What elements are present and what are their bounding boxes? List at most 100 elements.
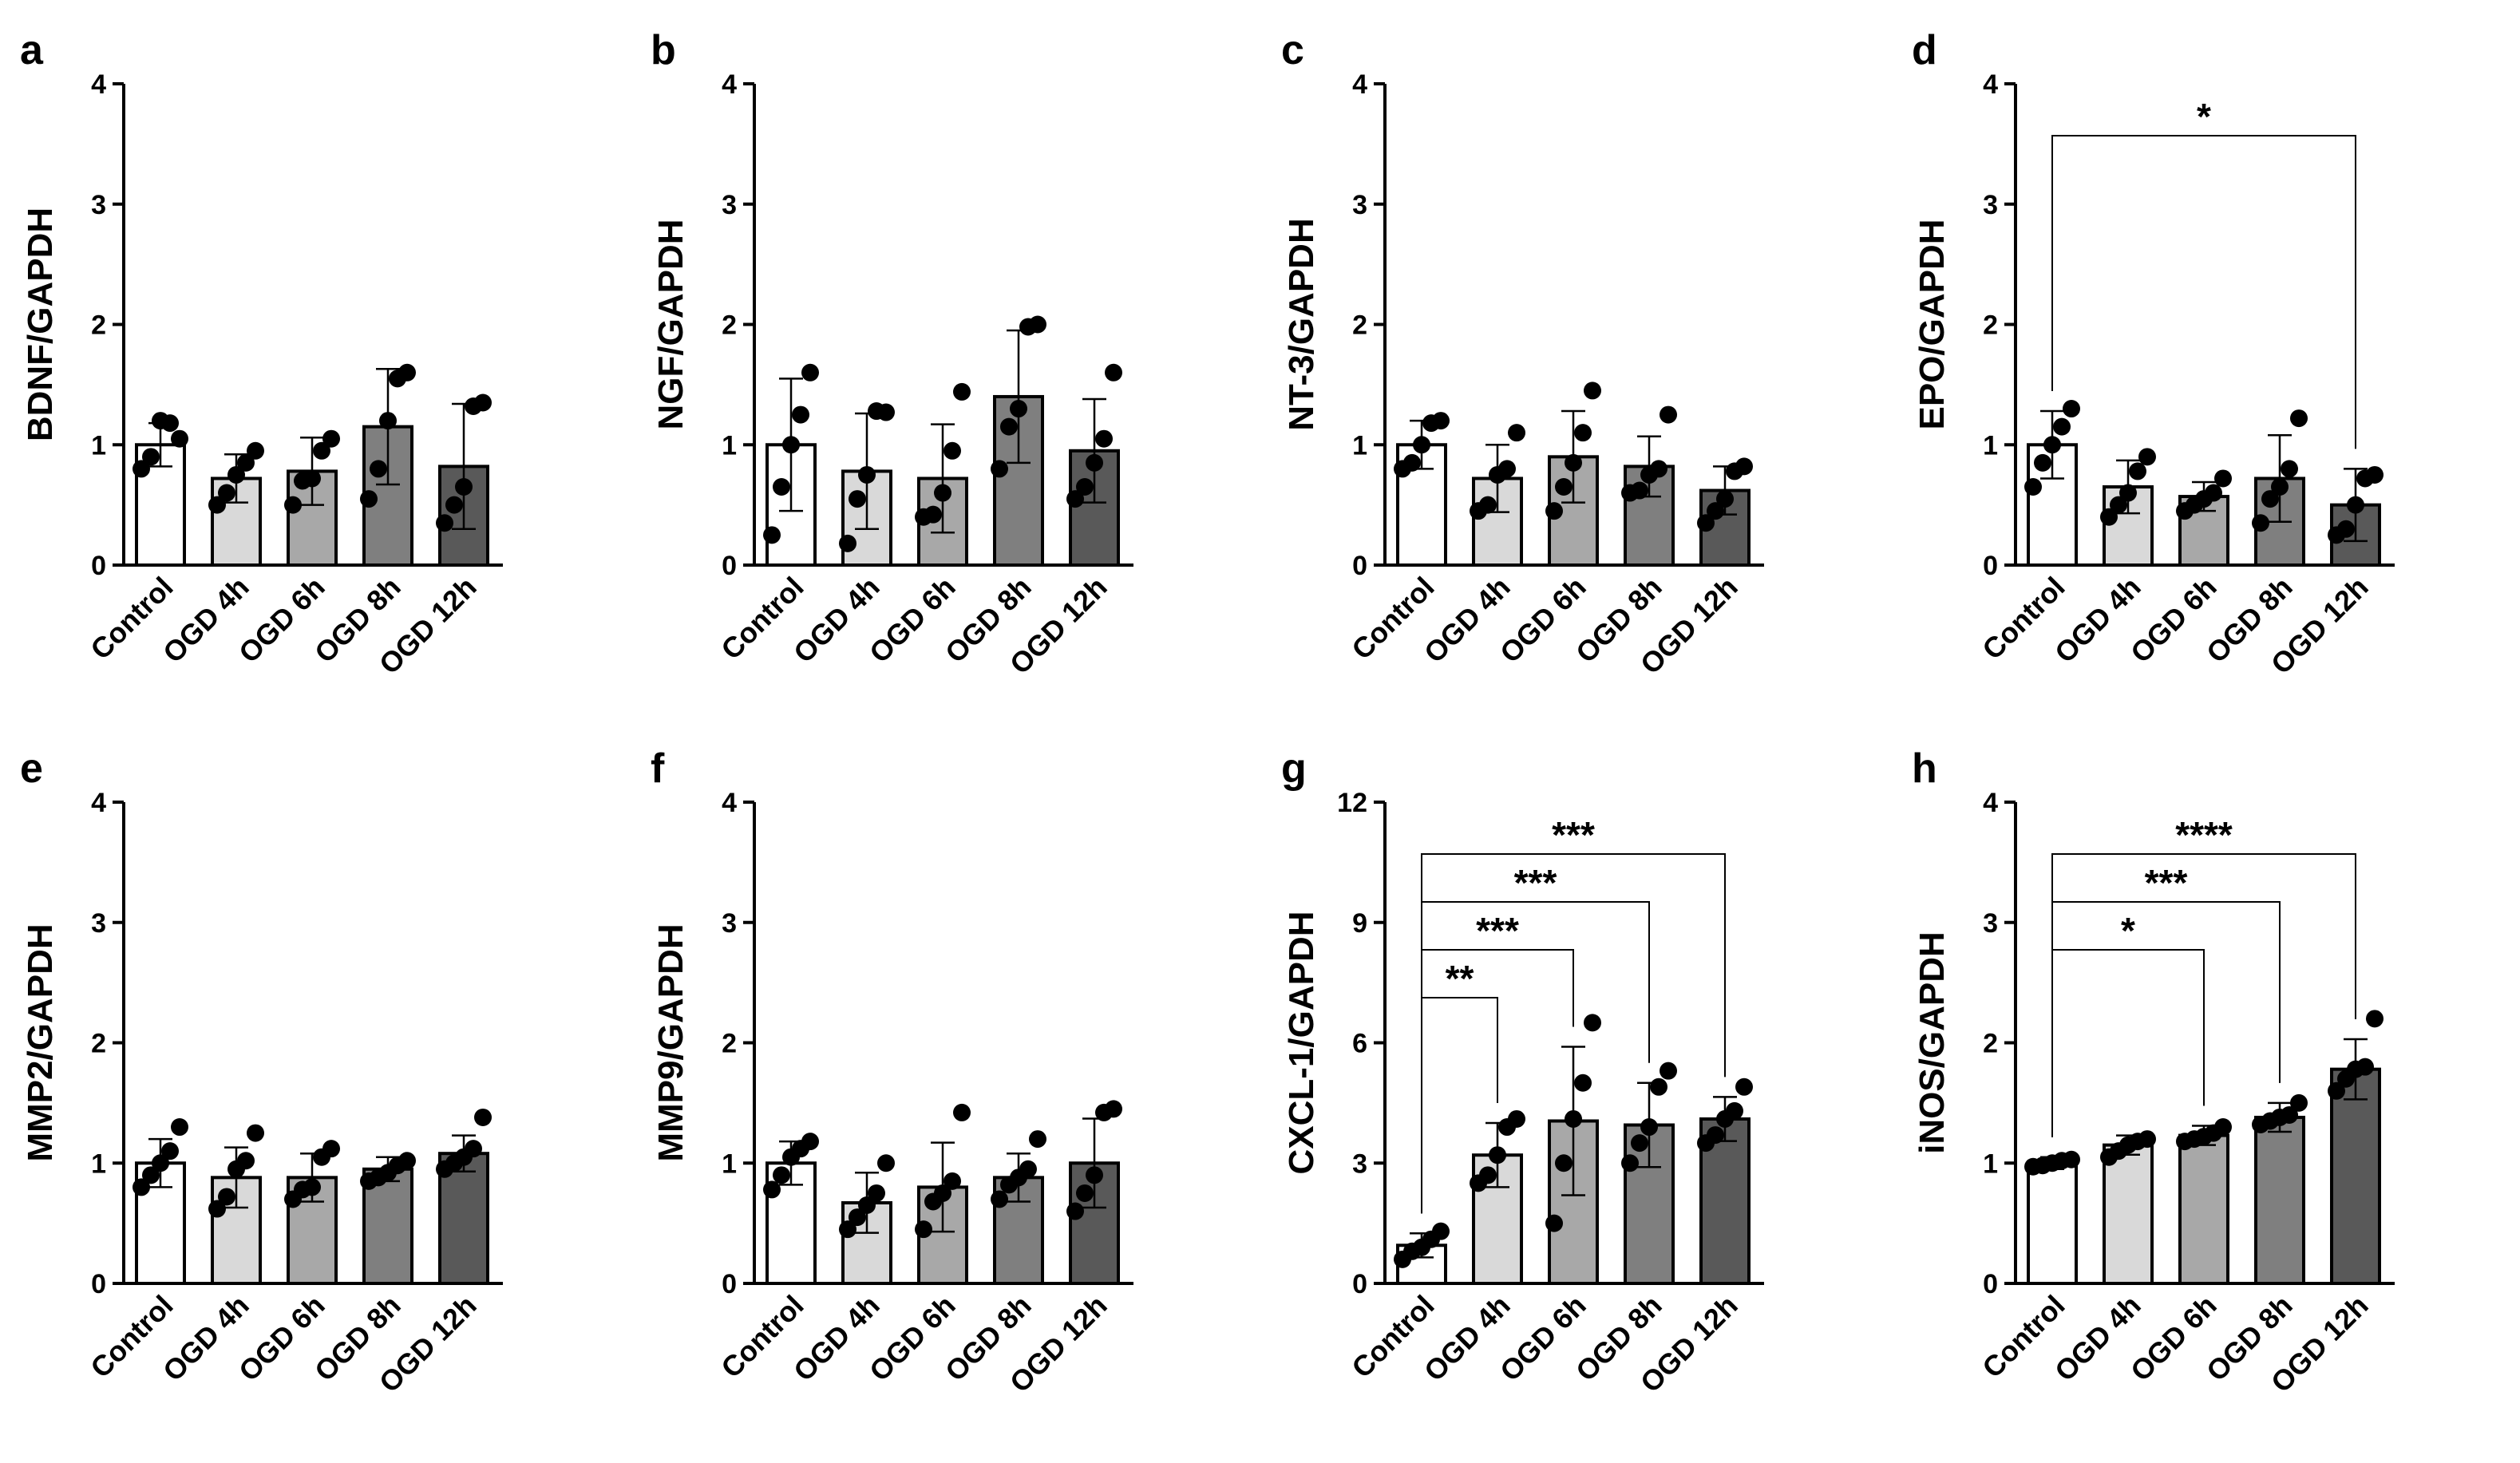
data-point xyxy=(398,363,416,382)
data-point xyxy=(2337,520,2355,538)
data-point xyxy=(1508,424,1525,442)
data-point xyxy=(991,460,1008,478)
data-point xyxy=(1010,400,1027,418)
data-point xyxy=(2261,490,2279,508)
data-point xyxy=(370,460,387,478)
data-point xyxy=(379,412,397,430)
y-tick-label: 1 xyxy=(1983,430,1998,461)
panel-label: b xyxy=(651,27,676,73)
y-axis-label: EPO/GAPDH xyxy=(1913,219,1952,429)
significance-bracket xyxy=(2051,901,2281,1137)
y-axis-label: iNOS/GAPDH xyxy=(1913,931,1952,1154)
y-tick-label: 4 xyxy=(722,788,737,818)
y-tick-label: 0 xyxy=(1352,1269,1367,1299)
data-point xyxy=(782,436,800,454)
data-point xyxy=(208,496,226,514)
y-tick-label: 3 xyxy=(1983,908,1998,939)
data-point xyxy=(161,1142,179,1161)
data-point xyxy=(171,429,188,448)
y-tick-label: 2 xyxy=(1983,310,1998,341)
data-point xyxy=(474,1108,492,1126)
y-axis-label: BDNF/GAPDH xyxy=(21,208,60,441)
data-point xyxy=(944,1172,961,1190)
y-tick-label: 0 xyxy=(722,551,737,581)
significance-label: *** xyxy=(2145,862,2188,904)
data-point xyxy=(1660,1062,1677,1080)
data-point xyxy=(1489,1146,1506,1164)
data-point xyxy=(171,1118,188,1137)
y-tick-label: 3 xyxy=(1983,190,1998,220)
data-point xyxy=(2271,478,2289,496)
data-point xyxy=(2110,496,2127,514)
significance-label: *** xyxy=(1476,910,1519,951)
significance-label: **** xyxy=(2175,814,2233,856)
data-point xyxy=(1413,436,1430,454)
data-point xyxy=(2347,496,2364,514)
significance-bracket xyxy=(2051,853,2356,1137)
panel-label: f xyxy=(651,745,665,792)
y-tick-label: 2 xyxy=(1983,1029,1998,1059)
data-point xyxy=(2138,1130,2156,1149)
y-tick-label: 3 xyxy=(91,908,106,939)
significance-label: *** xyxy=(1514,862,1557,904)
y-tick-label: 6 xyxy=(1352,1029,1367,1059)
data-point xyxy=(953,1103,971,1121)
data-point xyxy=(1650,460,1667,478)
data-point xyxy=(991,1190,1008,1208)
y-axis-label: MMP2/GAPDH xyxy=(21,923,60,1161)
y-tick-label: 0 xyxy=(1352,551,1367,581)
data-point xyxy=(944,441,961,460)
data-point xyxy=(360,490,378,508)
bar-control xyxy=(2027,1161,2078,1285)
data-point xyxy=(849,1208,866,1227)
data-point xyxy=(1105,363,1122,382)
data-point xyxy=(2281,1105,2298,1124)
data-point xyxy=(1066,1202,1084,1220)
data-point xyxy=(1029,1130,1046,1149)
data-point xyxy=(2366,1010,2384,1028)
data-point xyxy=(1076,1184,1094,1202)
panel-label: d xyxy=(1912,27,1937,73)
data-point xyxy=(227,465,245,484)
y-tick-label: 2 xyxy=(722,310,737,341)
data-point xyxy=(1650,1077,1667,1096)
data-point xyxy=(858,1196,876,1215)
y-tick-label: 2 xyxy=(91,1029,106,1059)
y-tick-label: 4 xyxy=(1983,69,1998,100)
y-tick-label: 4 xyxy=(1352,69,1367,100)
data-point xyxy=(924,505,942,524)
data-point xyxy=(142,448,160,466)
data-point xyxy=(1640,1118,1658,1137)
data-point xyxy=(1105,1100,1122,1118)
data-point xyxy=(1735,457,1753,476)
data-point xyxy=(877,403,895,421)
data-point xyxy=(915,1220,932,1239)
data-point xyxy=(2063,1150,2080,1168)
y-tick-label: 1 xyxy=(91,430,106,461)
data-point xyxy=(152,1154,169,1172)
data-point xyxy=(2290,409,2308,428)
data-point xyxy=(1019,1160,1037,1178)
significance-label: * xyxy=(2197,96,2211,137)
data-point xyxy=(1660,405,1677,424)
significance-bracket xyxy=(2051,135,2356,449)
data-point xyxy=(2053,417,2071,436)
y-axis-label: NGF/GAPDH xyxy=(651,219,690,430)
significance-bracket xyxy=(2051,949,2205,1137)
panel-label: c xyxy=(1281,27,1304,73)
panel-label: g xyxy=(1281,745,1307,792)
data-point xyxy=(1574,1074,1592,1092)
data-point xyxy=(1574,424,1592,442)
y-tick-label: 4 xyxy=(1983,788,1998,818)
y-tick-label: 3 xyxy=(1352,190,1367,220)
data-point xyxy=(398,1152,416,1170)
y-tick-label: 0 xyxy=(91,1269,106,1299)
data-point xyxy=(1432,412,1450,430)
data-point xyxy=(2043,436,2061,454)
